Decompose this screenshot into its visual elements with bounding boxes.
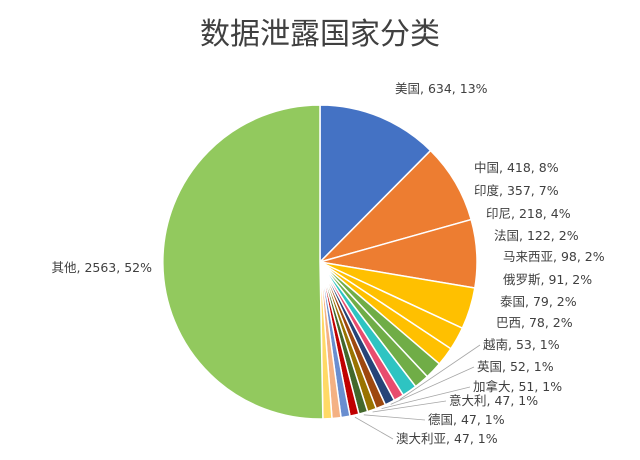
chart-title: 数据泄露国家分类 [200, 17, 440, 52]
data-label: 法国, 122, 2% [494, 228, 579, 243]
data-label: 德国, 47, 1% [428, 412, 505, 427]
data-label: 印尼, 218, 4% [486, 206, 571, 221]
pie-slices [162, 104, 478, 420]
leader-line [381, 386, 471, 409]
leader-line [399, 344, 481, 400]
data-label: 马来西亚, 98, 2% [503, 249, 605, 264]
data-label: 印度, 357, 7% [474, 183, 559, 198]
data-label: 越南, 53, 1% [483, 337, 560, 352]
pie-slice [319, 104, 432, 264]
data-label: 加拿大, 51, 1% [473, 379, 562, 394]
data-label: 中国, 418, 8% [474, 160, 559, 175]
data-label: 意大利, 47, 1% [449, 393, 538, 408]
pie-slice [162, 104, 324, 420]
leader-line [372, 400, 447, 413]
data-label: 澳大利亚, 47, 1% [396, 431, 498, 446]
leader-line [390, 366, 475, 405]
data-label: 美国, 634, 13% [395, 81, 488, 96]
leader-lines [354, 344, 481, 440]
data-label: 英国, 52, 1% [477, 359, 554, 374]
leader-line [354, 416, 394, 440]
data-labels: 美国, 634, 13% 中国, 418, 8% 印度, 357, 7% 印尼, 21… [52, 81, 605, 446]
data-label: 泰国, 79, 2% [500, 294, 577, 309]
data-label: 其他, 2563, 52% [52, 260, 153, 275]
leader-line [363, 414, 426, 421]
data-label: 巴西, 78, 2% [496, 315, 573, 330]
data-label: 俄罗斯, 91, 2% [503, 272, 592, 287]
